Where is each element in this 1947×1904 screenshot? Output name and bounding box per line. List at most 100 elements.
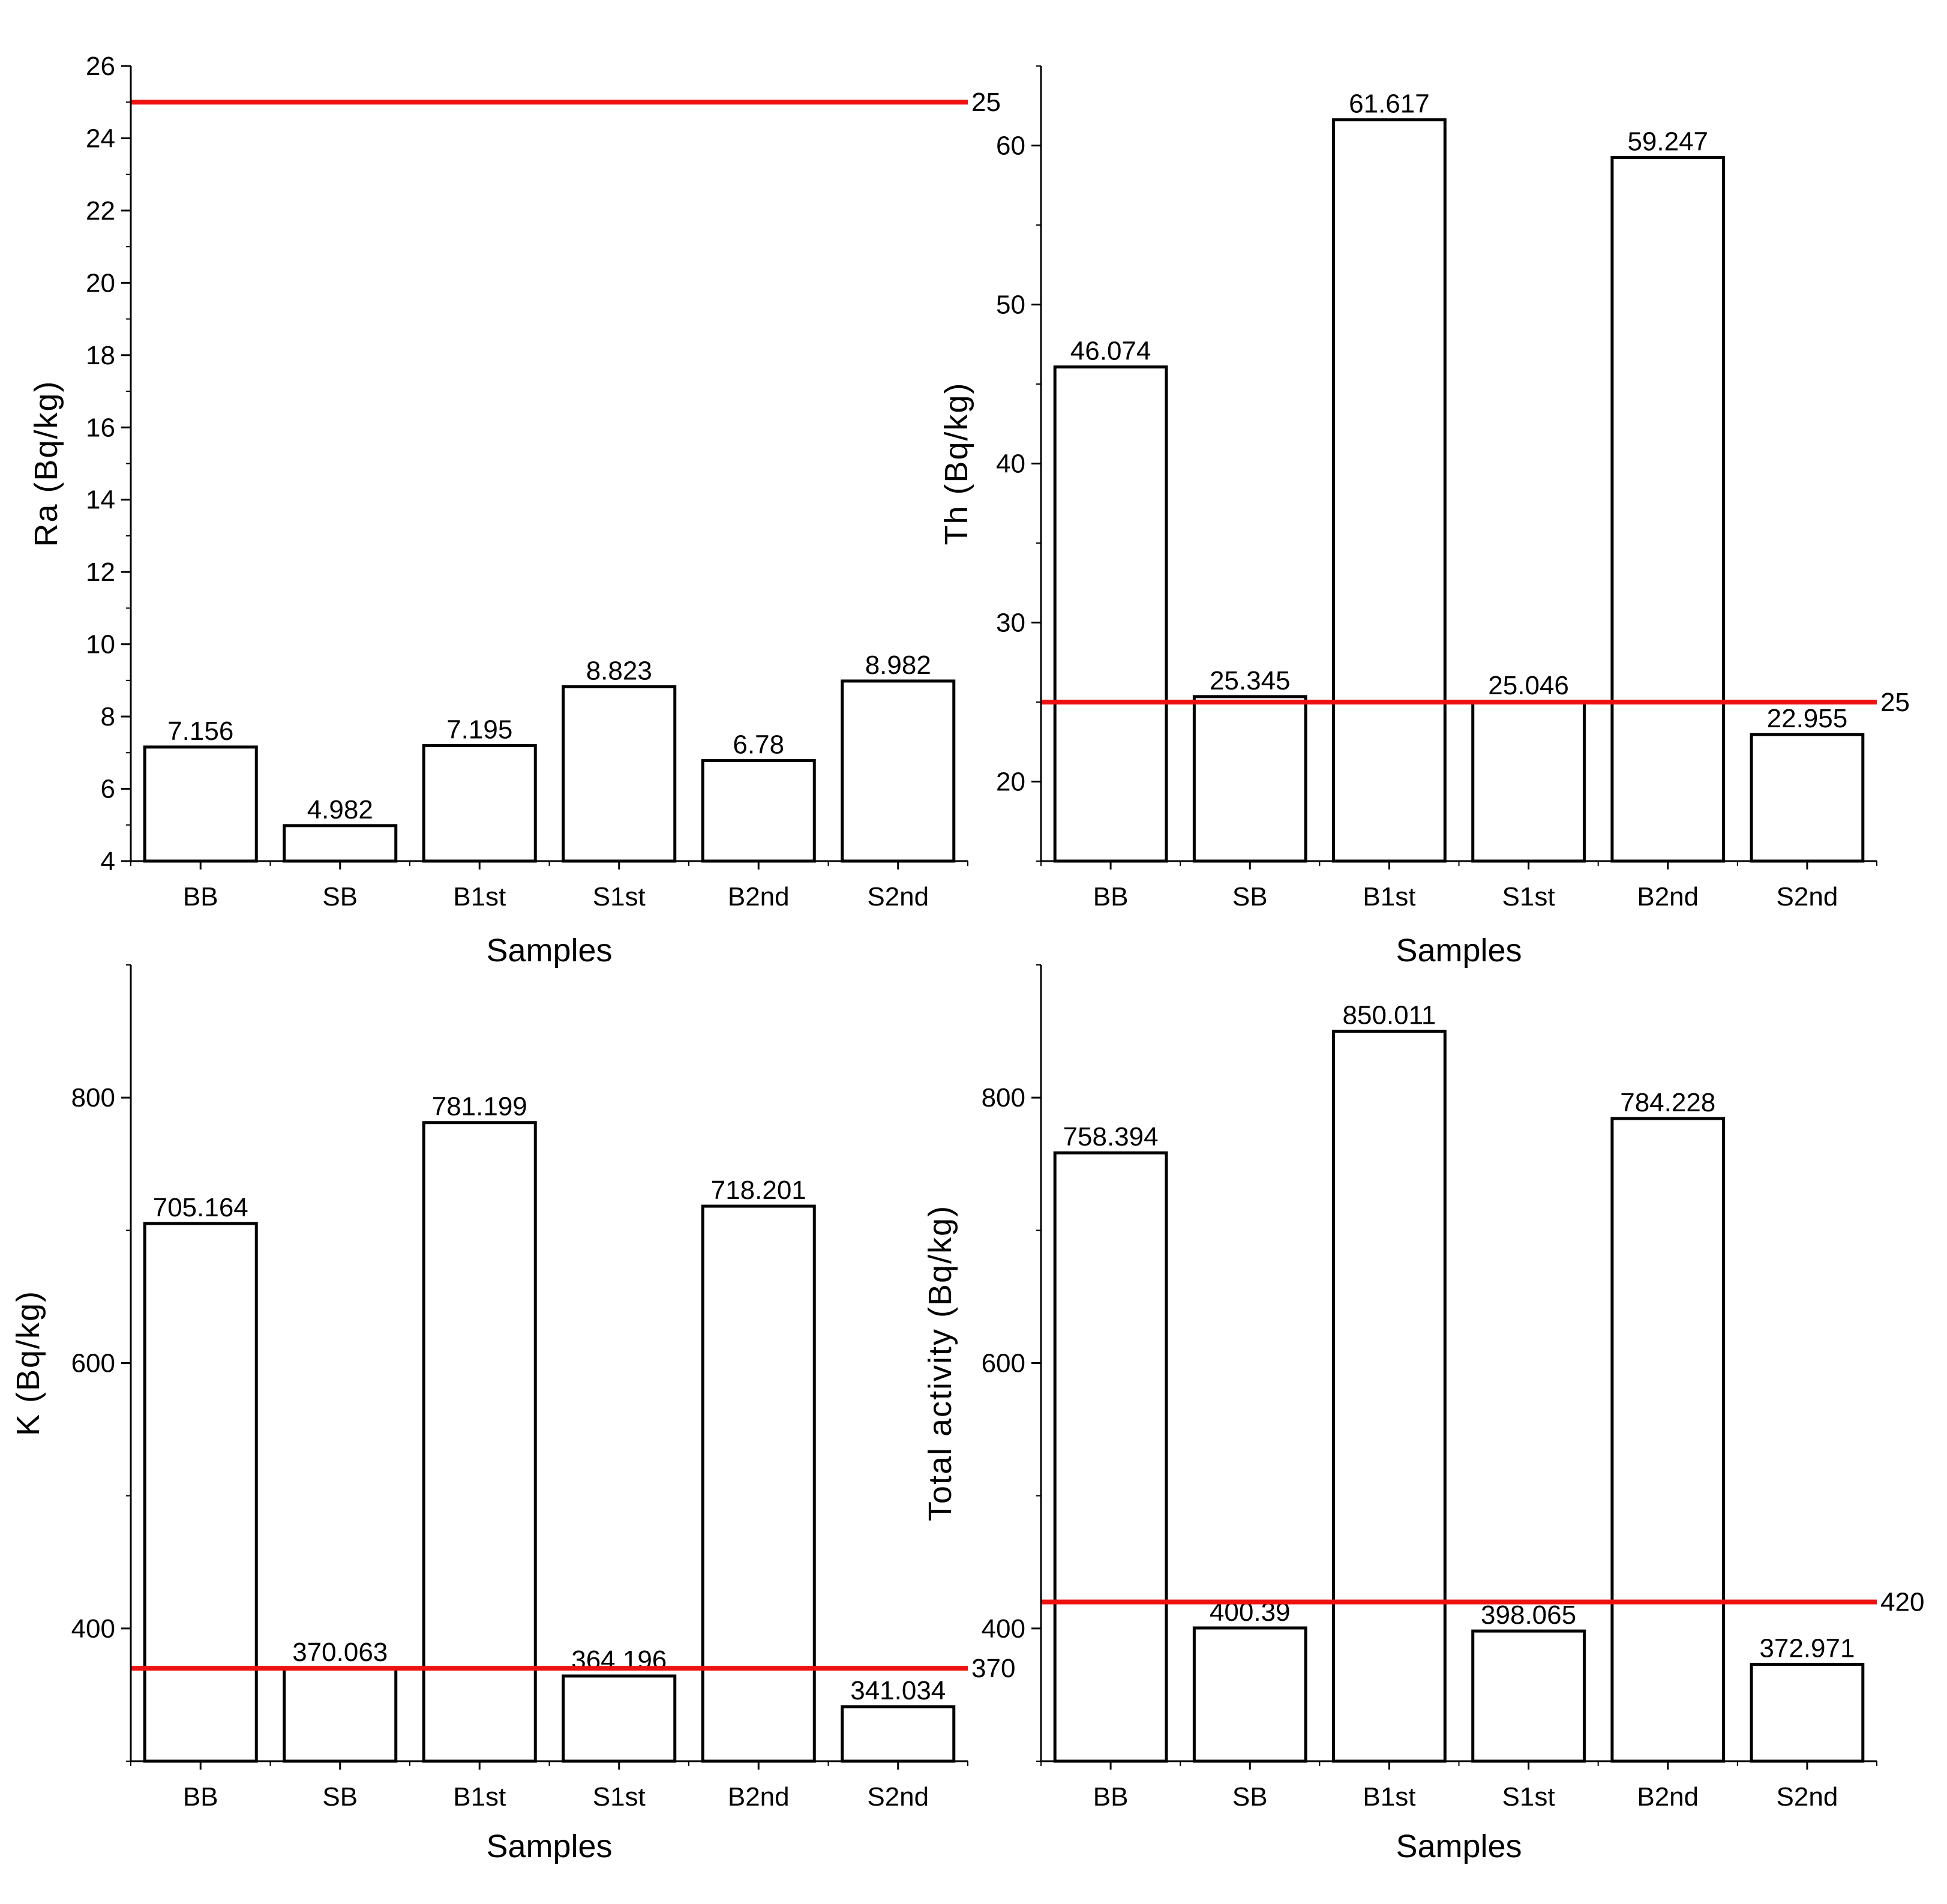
chart-0-y-tick-label: 20: [86, 268, 115, 298]
chart-2-bar-value-label-bb: 705.164: [153, 1193, 248, 1222]
chart-2-x-tick-label-s2nd: S2nd: [867, 1782, 929, 1812]
chart-0-y-axis-title: Ra (Bq/kg): [28, 380, 64, 547]
chart-0-x-tick-label-b2nd: B2nd: [728, 882, 790, 911]
chart-2-x-tick-label-s1st: S1st: [593, 1782, 646, 1812]
chart-1-y-tick-label: 50: [996, 290, 1025, 320]
chart-0-y-tick-label: 6: [101, 775, 115, 804]
chart-0-bar-bb: [143, 745, 258, 863]
chart-3-x-tick-label-b1st: B1st: [1363, 1782, 1415, 1812]
chart-0-bar-b1st: [422, 744, 537, 863]
chart-2-y-tick-label: 600: [71, 1349, 115, 1378]
chart-1-bar-b1st: [1332, 118, 1447, 863]
chart-3-bar-value-label-b2nd: 784.228: [1620, 1088, 1715, 1117]
chart-1-bar-value-label-s2nd: 22.955: [1767, 704, 1848, 733]
chart-1-bar-s2nd: [1750, 733, 1865, 863]
chart-3-bar-value-label-b1st: 850.011: [1343, 1001, 1436, 1030]
chart-3-y-tick-label: 600: [982, 1349, 1025, 1378]
chart-3-bar-bb: [1053, 1151, 1168, 1763]
chart-0-x-tick-label-b1st: B1st: [453, 882, 506, 911]
chart-1-y-axis-title: Th (Bq/kg): [938, 382, 974, 545]
chart-3-bar-s1st: [1471, 1629, 1586, 1763]
chart-2-x-tick-label-b2nd: B2nd: [728, 1782, 790, 1812]
chart-1-x-tick-label-s1st: S1st: [1502, 882, 1555, 911]
chart-0-y-tick-label: 8: [101, 702, 115, 731]
chart-0-bar-sb: [283, 824, 398, 863]
chart-2-bar-b1st: [422, 1121, 537, 1763]
chart-1-x-axis-title: Samples: [1396, 932, 1522, 969]
chart-1-x-tick-label-sb: SB: [1232, 882, 1268, 911]
chart-3-bar-b2nd: [1610, 1117, 1726, 1763]
chart-0-bar-b2nd: [701, 759, 816, 863]
chart-0-y-tick-label: 4: [101, 847, 115, 876]
chart-ra-panel: 4 6 8 10 12 14 16 18 20 22 24 26 7.156 BB 4.982 SB 7.195…: [28, 52, 1001, 969]
chart-3-x-tick-label-bb: BB: [1093, 1782, 1129, 1812]
chart-0-x-tick-label-s2nd: S2nd: [867, 882, 929, 911]
chart-2-bar-b2nd: [701, 1204, 816, 1763]
chart-2-x-tick-label-bb: BB: [183, 1782, 218, 1812]
chart-0-y-tick-label: 14: [86, 485, 115, 515]
chart-th-panel: 20 30 40 50 60 46.074 BB 25.345 SB 61.617 B1st 25.0…: [938, 65, 1910, 969]
chart-k-panel: 400600800705.164BB370.063SB781.199B1st36…: [10, 964, 1015, 1864]
chart-0-x-tick-label-s1st: S1st: [593, 882, 646, 911]
chart-2-bar-sb: [283, 1666, 398, 1763]
chart-1-bar-b2nd: [1610, 155, 1726, 863]
chart-0-bar-value-label-b1st: 7.195: [446, 715, 512, 745]
chart-3-x-tick-label-s2nd: S2nd: [1777, 1782, 1838, 1812]
chart-1-bar-value-label-b1st: 61.617: [1349, 89, 1430, 119]
chart-3-y-tick-label: 800: [982, 1083, 1025, 1113]
chart-1-y-tick-label: 60: [996, 131, 1025, 161]
chart-1-y-tick-label: 20: [996, 767, 1025, 797]
chart-2-x-tick-label-b1st: B1st: [453, 1782, 506, 1812]
chart-3-bar-b1st: [1332, 1030, 1447, 1763]
chart-1-y-tick-label: 30: [996, 608, 1025, 638]
chart-3-x-axis-title: Samples: [1396, 1828, 1522, 1864]
chart-2-bar-bb: [143, 1222, 258, 1763]
chart-0-y-tick-label: 24: [86, 124, 115, 153]
chart-1-y-tick-label: 40: [996, 449, 1025, 479]
chart-2-x-tick-label-sb: SB: [322, 1782, 358, 1812]
chart-1-bar-value-label-sb: 25.345: [1210, 666, 1291, 695]
chart-0-x-axis-title: Samples: [486, 932, 612, 969]
chart-2-bar-value-label-b1st: 781.199: [432, 1092, 527, 1122]
chart-1-bar-value-label-b2nd: 59.247: [1627, 127, 1708, 156]
chart-0-y-tick-label: 12: [86, 557, 115, 587]
chart-0-y-tick-label: 10: [86, 630, 115, 659]
chart-1-x-tick-label-b1st: B1st: [1363, 882, 1415, 911]
chart-0-bar-value-label-b2nd: 6.78: [733, 730, 784, 760]
chart-1-bar-sb: [1192, 695, 1307, 863]
chart-1-bar-value-label-bb: 46.074: [1070, 337, 1151, 366]
chart-2-y-tick-label: 800: [71, 1083, 115, 1113]
chart-3-y-tick-label: 400: [982, 1614, 1025, 1644]
chart-3-reference-line-label: 420: [1880, 1588, 1924, 1617]
chart-0-y-tick-label: 26: [86, 52, 115, 81]
chart-2-bar-s2nd: [841, 1705, 956, 1763]
chart-total-activity-panel: 400600800758.394BB400.39SB850.011B1st398…: [922, 964, 1924, 1864]
chart-2-reference-line-label: 370: [971, 1654, 1015, 1683]
chart-2-x-axis-title: Samples: [486, 1828, 612, 1864]
chart-0-x-tick-label-sb: SB: [322, 882, 358, 911]
chart-2-y-axis-title: K (Bq/kg): [10, 1290, 46, 1436]
chart-3-x-tick-label-s1st: S1st: [1502, 1782, 1555, 1812]
chart-0-x-tick-label-bb: BB: [183, 882, 218, 911]
chart-2-bar-value-label-b2nd: 718.201: [711, 1176, 806, 1205]
chart-0-reference-line-label: 25: [971, 88, 1001, 117]
chart-1-reference-line-label: 25: [1880, 688, 1910, 717]
chart-0-y-tick-label: 22: [86, 196, 115, 226]
chart-0-bar-value-label-bb: 7.156: [167, 716, 233, 746]
chart-3-bar-s2nd: [1750, 1663, 1865, 1763]
chart-2-bar-value-label-s2nd: 341.034: [850, 1676, 946, 1705]
chart-1-bar-bb: [1053, 365, 1168, 863]
chart-1-bar-value-label-s1st: 25.046: [1488, 671, 1569, 700]
chart-3-bar-value-label-bb: 758.394: [1063, 1122, 1159, 1152]
chart-0-bar-s2nd: [841, 679, 956, 863]
chart-2-bar-value-label-sb: 370.063: [292, 1638, 388, 1667]
chart-2-bar-s1st: [562, 1674, 677, 1763]
chart-1-x-tick-label-bb: BB: [1093, 882, 1129, 911]
chart-0-y-tick-label: 16: [86, 413, 115, 442]
chart-3-x-tick-label-b2nd: B2nd: [1637, 1782, 1699, 1812]
chart-1-x-tick-label-b2nd: B2nd: [1637, 882, 1699, 911]
chart-3-bar-sb: [1192, 1626, 1307, 1763]
chart-0-bar-value-label-s1st: 8.823: [586, 656, 652, 686]
chart-0-bar-value-label-sb: 4.982: [307, 795, 373, 824]
